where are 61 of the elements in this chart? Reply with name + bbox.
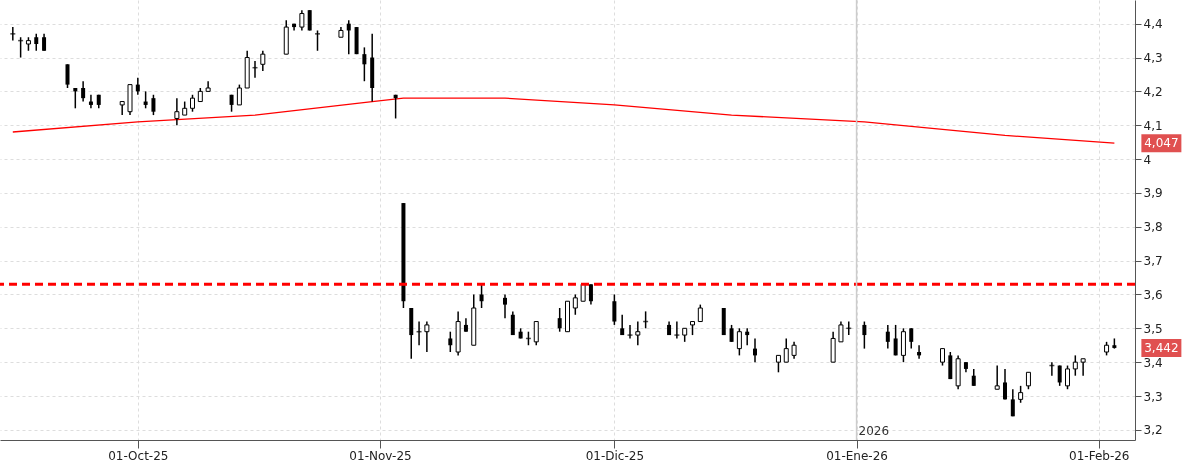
candlestick xyxy=(736,327,742,357)
candlestick xyxy=(503,293,507,319)
candlestick xyxy=(900,327,906,363)
candlestick xyxy=(994,364,1000,390)
candlestick xyxy=(885,324,890,350)
annotation: 4,047 xyxy=(1144,136,1179,151)
candlestick xyxy=(81,80,86,103)
candlestick xyxy=(151,94,156,116)
candlestick xyxy=(588,283,593,306)
candlestick xyxy=(174,97,180,126)
candlestick xyxy=(424,320,430,353)
y-tick-label: 4,4 xyxy=(1143,17,1163,32)
x-tick-label: 01-Dic-25 xyxy=(585,448,645,463)
candlestick xyxy=(783,337,789,363)
candlestick xyxy=(533,320,539,346)
candlestick xyxy=(299,9,305,32)
candlestick xyxy=(1003,368,1007,401)
candlestick xyxy=(838,320,844,343)
candlestick xyxy=(909,327,914,350)
candlestick xyxy=(557,307,562,333)
candlestick xyxy=(10,26,16,42)
y-tick-label: 3,4 xyxy=(1143,355,1163,370)
candlestick xyxy=(635,320,641,346)
candlestick xyxy=(315,29,320,52)
y-tick-label: 3,5 xyxy=(1143,321,1163,336)
candlestick xyxy=(65,63,70,89)
x-tick-label: 01-Feb-26 xyxy=(1069,448,1130,463)
candlestick xyxy=(448,330,453,353)
line-series xyxy=(12,97,1116,144)
x-tick-label: 01-Nov-25 xyxy=(349,448,412,463)
ref-line-label: 2026 xyxy=(858,424,890,438)
y-tick-label: 4,3 xyxy=(1143,51,1163,66)
x-tick-label: 01-Oct-25 xyxy=(108,448,169,463)
y-tick-label: 3,3 xyxy=(1143,389,1163,404)
y-tick-label: 4,2 xyxy=(1143,84,1163,99)
annotation: 3,442 xyxy=(1144,340,1179,355)
candlestick xyxy=(862,320,867,350)
candlestick xyxy=(830,330,836,363)
y-tick-label: 3,6 xyxy=(1143,287,1163,302)
y-tick-label: 3,9 xyxy=(1143,186,1163,201)
candlestick xyxy=(362,46,367,82)
y-tick-label: 4,1 xyxy=(1143,118,1163,133)
candlestick xyxy=(236,83,242,106)
y-tick-label: 3,7 xyxy=(1143,254,1163,269)
candlestick xyxy=(260,50,266,72)
y-tick-label: 4 xyxy=(1143,152,1152,167)
candlestick xyxy=(572,293,578,316)
y-tick-label: 3,2 xyxy=(1143,423,1163,438)
candlestick xyxy=(1010,388,1015,418)
candlestick xyxy=(948,351,953,380)
candlestick xyxy=(893,324,898,357)
candlestick xyxy=(1080,358,1086,377)
candlestick xyxy=(119,100,125,116)
candlestick xyxy=(479,283,484,309)
candlestick xyxy=(1072,354,1078,377)
y-tick-label: 3,8 xyxy=(1143,220,1163,235)
candlestick xyxy=(627,324,633,340)
candlestick xyxy=(674,320,680,340)
candlestick xyxy=(612,293,617,326)
candlestick xyxy=(1065,364,1070,390)
x-tick-label: 01-Ene-26 xyxy=(826,448,888,463)
